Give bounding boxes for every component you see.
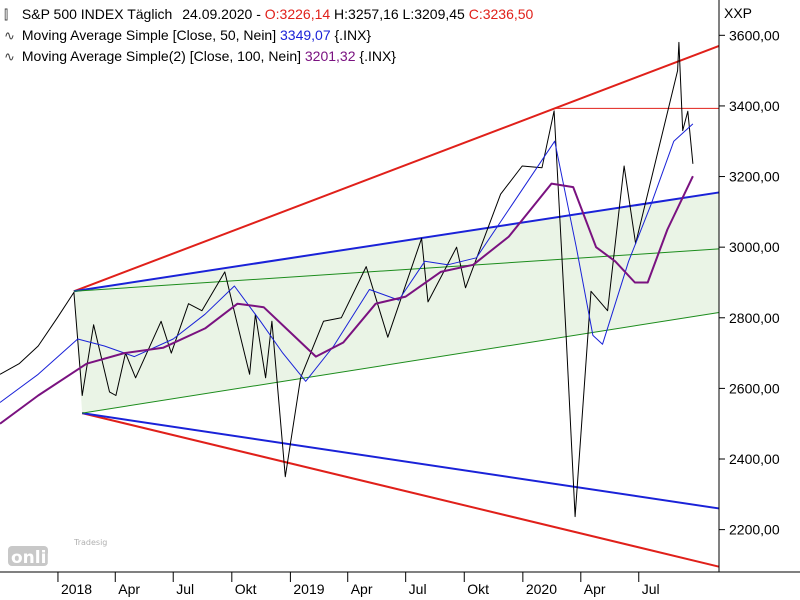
legend-value: 3201,32 xyxy=(304,48,356,64)
x-axis-ticks: 2018 Apr Jul Okt 2019 Apr Jul Okt 2020 Apr Jul xyxy=(57,572,660,597)
y-tick-label: 2600,00 xyxy=(729,380,780,396)
ohlc-c: C:3236,50 xyxy=(468,6,534,22)
y-tick-label: 3200,00 xyxy=(729,169,780,185)
y-axis-ticks: 2200,00 2400,00 2600,00 2800,00 3000,00 3200,… xyxy=(719,27,780,538)
ma50-line xyxy=(0,123,694,403)
x-tick-label: Jul xyxy=(176,581,194,597)
legend-suffix: {.INX} xyxy=(334,27,372,43)
ma100-line xyxy=(0,175,694,425)
ohlc-o: O:3226,14 xyxy=(264,6,335,22)
x-tick-label: Apr xyxy=(584,581,606,597)
ohlc-values: O:3226,14 H:3257,16 L:3209,45 C:3236,50 xyxy=(265,6,534,22)
upper-red-trendline xyxy=(73,44,720,293)
tradesignal-online-logo: Tradesignal online xyxy=(8,536,120,572)
legend-label: Moving Average Simple(2) [Close, 100, Ne… xyxy=(21,48,301,64)
ohlc-l: L:3209,45 xyxy=(402,6,469,22)
legend-suffix: {.INX} xyxy=(359,48,396,64)
legend-label: Moving Average Simple [Close, 50, Nein] xyxy=(21,27,277,43)
middle-green-trendline xyxy=(73,248,720,292)
x-tick-label: Jul xyxy=(642,581,660,597)
chart-legend: ⫿ S&P 500 INDEX Täglich 24.09.2020 - O:3… xyxy=(4,4,533,67)
legend-item-ma50: ∿ Moving Average Simple [Close, 50, Nein… xyxy=(4,25,533,46)
x-tick-label: Okt xyxy=(235,581,257,597)
x-tick-label: Jul xyxy=(409,581,427,597)
logo-line1: Tradesignal xyxy=(73,538,108,547)
candle-icon: ⫿ xyxy=(4,7,9,22)
line-icon: ∿ xyxy=(4,49,15,64)
x-tick-label: Apr xyxy=(351,581,373,597)
x-tick-label: Apr xyxy=(118,581,140,597)
y-tick-label: 2800,00 xyxy=(729,310,780,326)
y-tick-label: 2200,00 xyxy=(729,522,780,538)
lower-green-trendline xyxy=(82,311,720,414)
legend-value: 3349,07 xyxy=(280,27,331,43)
lower-blue-trendline xyxy=(82,412,720,510)
y-axis-label: XXP xyxy=(724,5,752,21)
price-line xyxy=(0,41,694,518)
header-date: 24.09.2020 xyxy=(182,6,253,22)
axes: XXP xyxy=(0,0,800,573)
upper-blue-trendline xyxy=(73,191,720,293)
channel-fill xyxy=(73,192,720,414)
channel-fill-area xyxy=(73,192,720,414)
y-tick-label: 2400,00 xyxy=(729,451,780,467)
ohlc-h: H:3257,16 xyxy=(334,6,403,22)
x-tick-label: 2019 xyxy=(293,581,324,597)
header-row: ⫿ S&P 500 INDEX Täglich 24.09.2020 - O:3… xyxy=(4,4,533,25)
line-icon: ∿ xyxy=(4,28,15,43)
logo-line2: online xyxy=(11,548,70,568)
series-lines xyxy=(0,41,694,518)
x-tick-label: 2020 xyxy=(526,581,557,597)
y-tick-label: 3000,00 xyxy=(729,239,780,255)
legend-item-ma100: ∿ Moving Average Simple(2) [Close, 100, … xyxy=(4,46,533,67)
x-tick-label: Okt xyxy=(467,581,489,597)
logo-graphic: Tradesignal online xyxy=(8,538,120,568)
lower-red-trendline xyxy=(81,412,720,568)
trendlines xyxy=(73,44,720,568)
instrument-title: S&P 500 INDEX Täglich xyxy=(21,6,173,22)
y-tick-label: 3400,00 xyxy=(729,98,780,114)
y-tick-label: 3600,00 xyxy=(729,27,780,43)
x-tick-label: 2018 xyxy=(61,581,92,597)
